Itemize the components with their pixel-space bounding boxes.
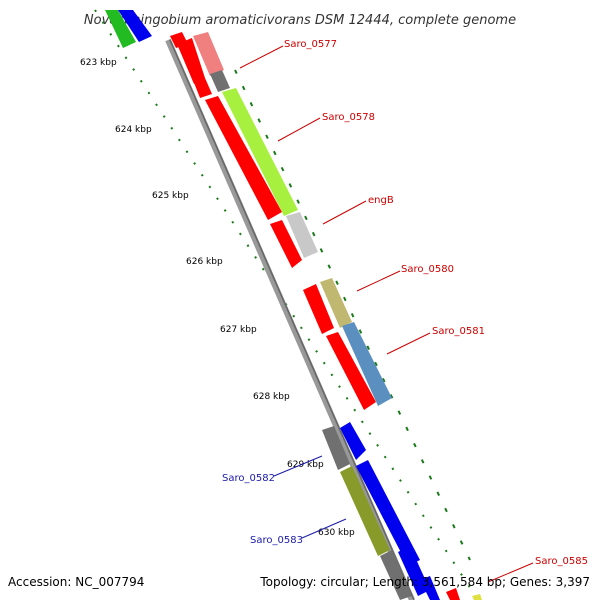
gene-saro-0577-cds-a: [177, 38, 205, 84]
kbp-tick-624: 624 kbp: [115, 125, 152, 135]
leader-engb: [322, 200, 367, 225]
gene-saro-0577-feature: [193, 32, 224, 76]
gene-saro-0580-cds: [303, 284, 334, 334]
leader-saro-0578: [277, 117, 321, 142]
feature-ruler-line: [234, 69, 471, 561]
leader-saro-0577: [239, 45, 284, 69]
genome-backbone-shadow: [169, 39, 415, 600]
kbp-tick-625: 625 kbp: [152, 191, 189, 201]
gene-engb-cds: [270, 220, 302, 268]
gene-saro-0582-cds: [340, 422, 366, 460]
gene-top-green: [105, 10, 136, 48]
gene-engb-feature: [286, 212, 318, 258]
kbp-tick-627: 627 kbp: [220, 325, 257, 335]
kbp-tick-628: 628 kbp: [253, 392, 290, 402]
leader-saro-0585: [487, 562, 534, 583]
gene-top-blue: [118, 10, 152, 42]
gene-saro-0578-feature: [222, 88, 298, 216]
gene-saro-0583-cds: [356, 460, 420, 566]
gene-saro-0585-feature: [472, 594, 482, 600]
kbp-tick-626: 626 kbp: [186, 257, 223, 267]
leader-saro-0582: [273, 455, 323, 477]
leader-saro-0581: [386, 332, 431, 355]
kbp-tick-630: 630 kbp: [318, 528, 355, 538]
gene-bottom-blue2: [420, 576, 440, 600]
gene-saro-0582-feature: [322, 426, 350, 470]
gene-saro-0581-feature: [342, 322, 392, 406]
gene-label-saro-0578[interactable]: Saro_0578: [322, 112, 375, 123]
gene-label-saro-0580[interactable]: Saro_0580: [401, 264, 454, 275]
gene-saro-0581-cds: [326, 332, 376, 410]
gene-label-saro-0577[interactable]: Saro_0577: [284, 39, 337, 50]
gene-saro-0577-feature2: [210, 70, 230, 92]
map-title: Novosphingobium aromaticivorans DSM 1244…: [84, 13, 516, 28]
genome-summary-text: Topology: circular; Length: 3,561,584 bp…: [259, 575, 590, 589]
gene-saro-0583-feature: [340, 466, 390, 556]
gene-label-saro-0582[interactable]: Saro_0582: [222, 473, 275, 484]
gene-saro-0577-cds-b: [193, 78, 212, 98]
gene-saro-0580-feature: [320, 278, 352, 328]
gene-label-saro-0583[interactable]: Saro_0583: [250, 535, 303, 546]
accession-text: Accession: NC_007794: [8, 575, 144, 589]
gene-saro-0585-cds: [446, 588, 460, 600]
leader-saro-0583: [301, 518, 347, 539]
kbp-tick-629: 629 kbp: [287, 460, 324, 470]
genome-backbone: [165, 38, 415, 600]
gene-label-saro-0581[interactable]: Saro_0581: [432, 326, 485, 337]
gene-bottom-grey: [380, 550, 412, 600]
gene-label-engb[interactable]: engB: [368, 195, 394, 206]
gene-label-saro-0585[interactable]: Saro_0585: [535, 556, 588, 567]
gene-saro-0578-cds: [205, 96, 282, 220]
kbp-tick-623: 623 kbp: [80, 58, 117, 68]
leader-saro-0580: [356, 270, 401, 292]
